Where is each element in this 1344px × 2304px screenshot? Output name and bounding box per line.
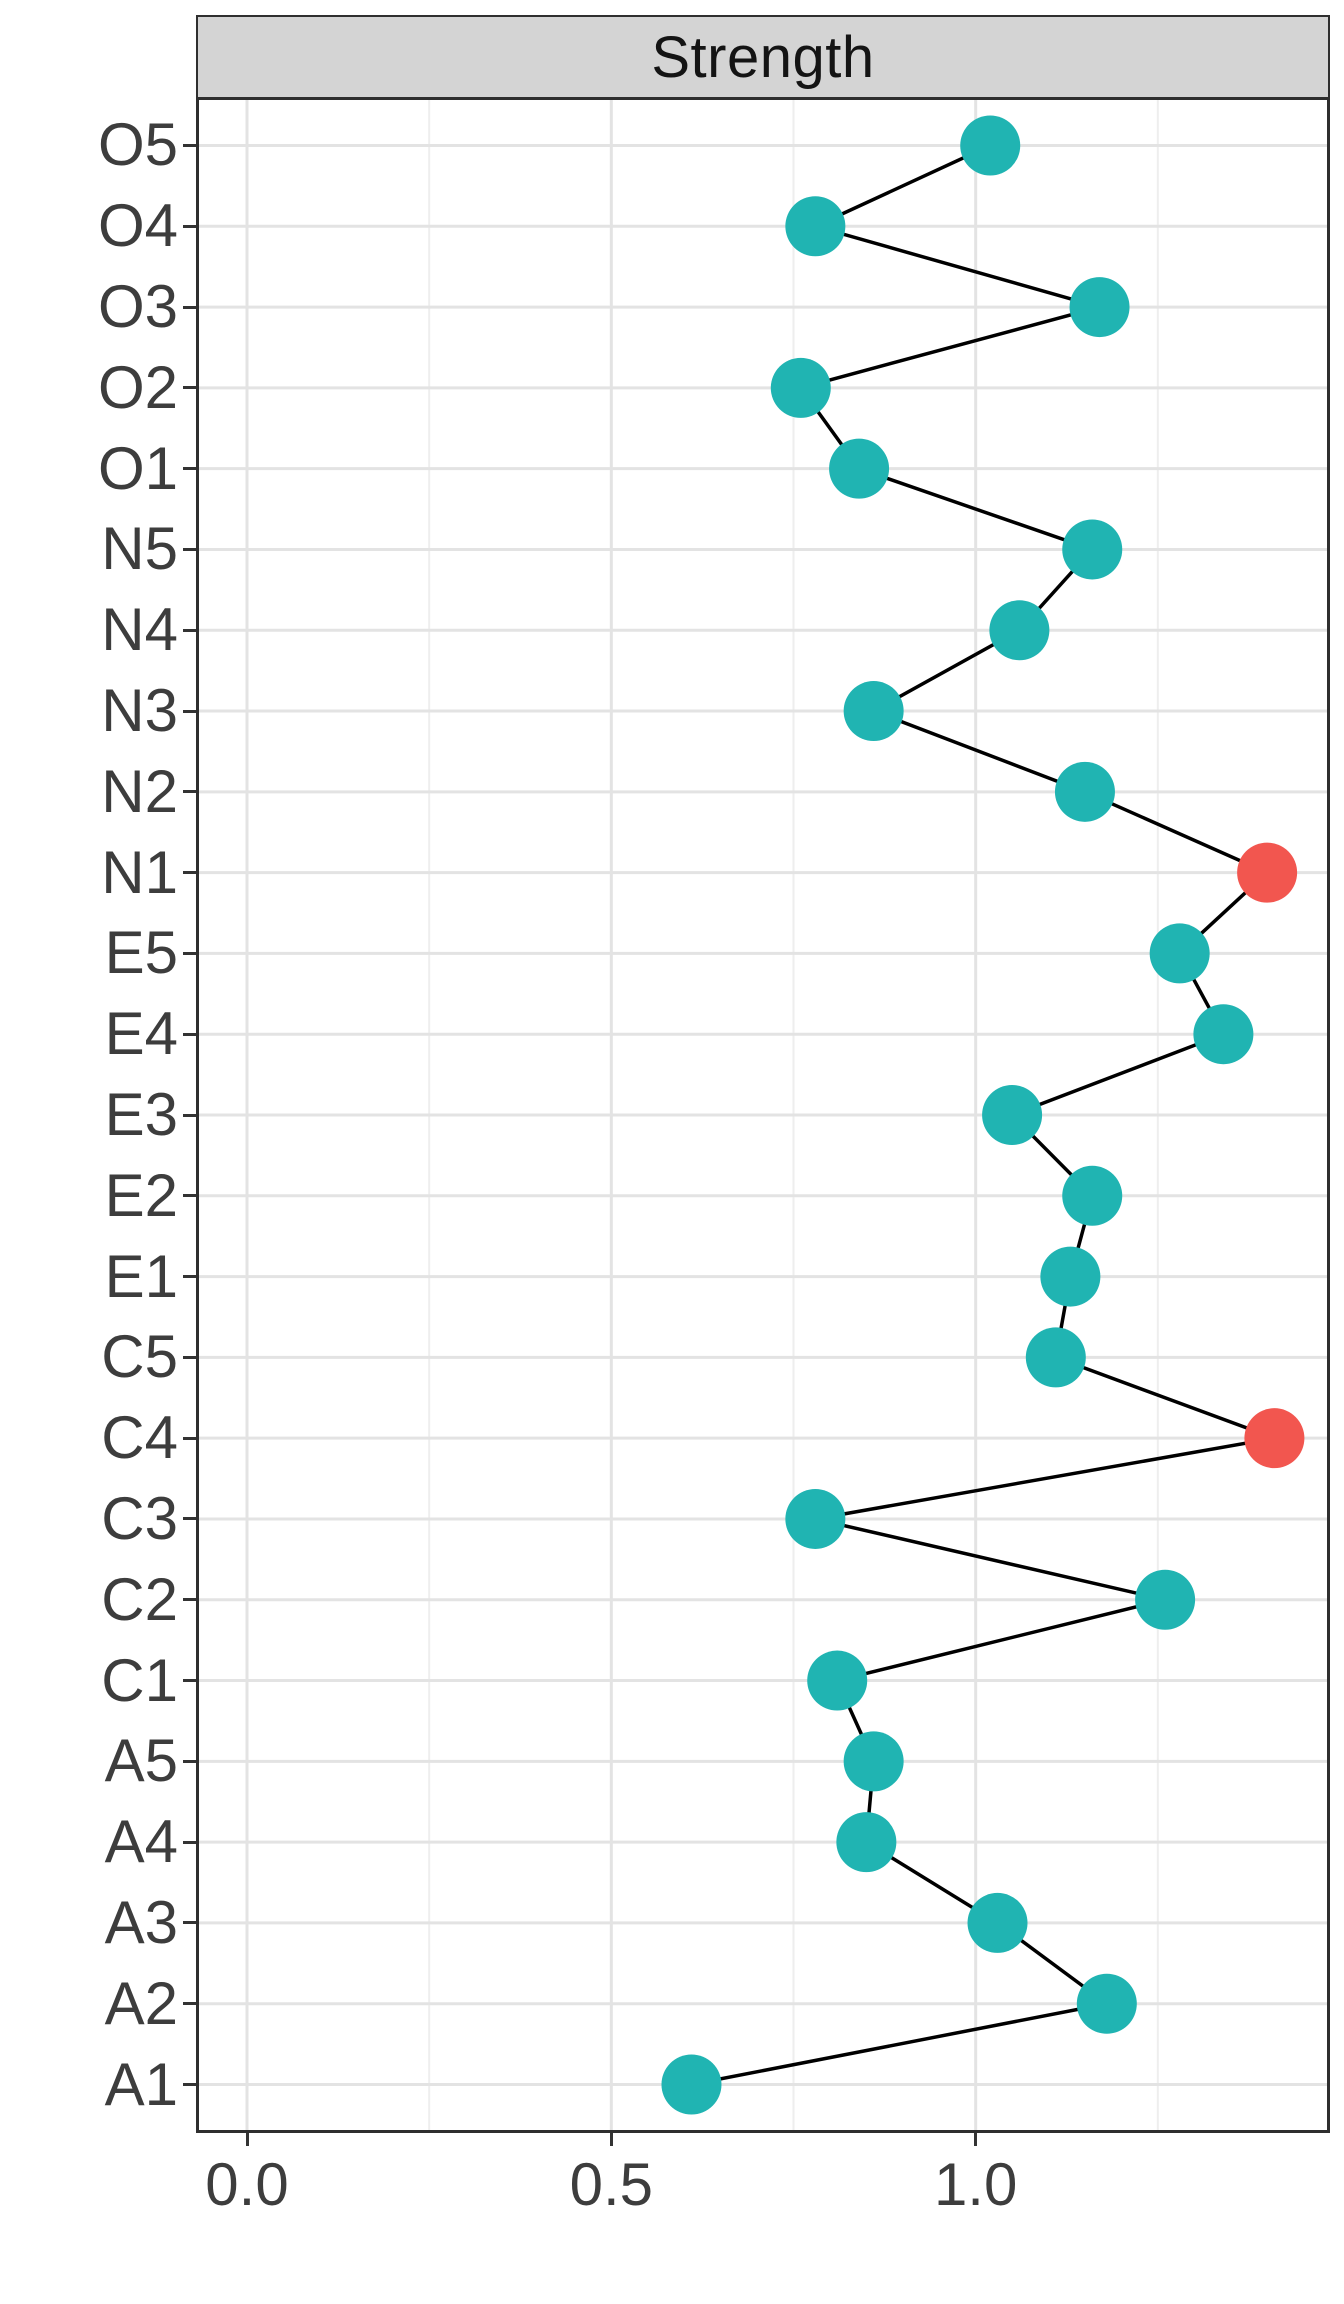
y-axis-tick-A3	[183, 1921, 196, 1925]
y-axis-label-N5: N5	[101, 515, 178, 583]
y-axis-label-O4: O4	[97, 192, 178, 260]
y-axis-label-O3: O3	[97, 273, 178, 341]
y-axis-tick-C1	[183, 1679, 196, 1683]
y-axis-tick-N1	[183, 871, 196, 875]
y-axis-tick-C3	[183, 1517, 196, 1521]
data-point-N1	[1237, 842, 1298, 903]
data-point-N3	[843, 681, 904, 742]
y-axis-tick-O5	[183, 143, 196, 147]
y-axis-label-N4: N4	[101, 596, 178, 664]
y-axis-label-N2: N2	[101, 757, 178, 825]
data-point-A4	[836, 1812, 897, 1873]
data-point-C3	[785, 1488, 846, 1549]
y-axis-tick-N2	[183, 790, 196, 794]
y-axis-tick-A2	[183, 2002, 196, 2006]
data-point-E5	[1149, 923, 1210, 984]
y-axis-tick-N4	[183, 628, 196, 632]
y-axis-label-A3: A3	[104, 1888, 178, 1956]
data-point-O3	[1069, 277, 1130, 338]
x-axis-tick-0.5	[609, 2133, 613, 2146]
y-axis-tick-O3	[183, 305, 196, 309]
y-axis-label-O5: O5	[97, 111, 178, 179]
data-point-N4	[989, 600, 1050, 661]
y-axis-tick-O1	[183, 467, 196, 471]
y-axis-label-C1: C1	[101, 1646, 178, 1714]
data-point-C2	[1135, 1569, 1196, 1630]
y-axis-label-O2: O2	[97, 353, 178, 421]
y-axis-tick-C4	[183, 1436, 196, 1440]
y-axis-tick-E4	[183, 1032, 196, 1036]
data-point-A5	[843, 1731, 904, 1792]
facet-strip-title: Strength	[651, 24, 875, 90]
y-axis-tick-N3	[183, 709, 196, 713]
y-axis-label-E4: E4	[104, 1000, 178, 1068]
y-axis-tick-A1	[183, 2083, 196, 2087]
y-axis-tick-A5	[183, 1759, 196, 1763]
data-point-E3	[982, 1085, 1043, 1145]
data-point-C5	[1025, 1327, 1086, 1388]
data-point-O4	[785, 196, 846, 257]
data-point-O2	[770, 357, 831, 418]
x-axis-tick-0.0	[245, 2133, 249, 2146]
y-axis-label-E2: E2	[104, 1161, 178, 1229]
data-point-A3	[967, 1892, 1028, 1953]
data-point-A2	[1076, 1973, 1137, 2034]
y-axis-tick-E2	[183, 1194, 196, 1198]
data-point-C4	[1244, 1408, 1305, 1469]
y-axis-tick-C5	[183, 1355, 196, 1359]
data-point-C1	[807, 1650, 868, 1711]
x-axis-tick-1.0	[974, 2133, 978, 2146]
y-axis-tick-E3	[183, 1113, 196, 1117]
data-point-O5	[960, 115, 1021, 176]
x-axis-label-0.5: 0.5	[569, 2151, 654, 2218]
y-axis-label-C5: C5	[101, 1323, 178, 1391]
y-axis-tick-E1	[183, 1275, 196, 1279]
data-point-E4	[1193, 1004, 1254, 1065]
facet-strip: Strength	[196, 15, 1330, 99]
panel-border	[196, 97, 1330, 2133]
y-axis-tick-A4	[183, 1840, 196, 1844]
y-axis-label-O1: O1	[97, 434, 178, 502]
data-point-E1	[1040, 1246, 1101, 1307]
y-axis-tick-E5	[183, 951, 196, 955]
y-axis-tick-O2	[183, 386, 196, 390]
y-axis-label-N1: N1	[101, 838, 178, 906]
plot-canvas	[196, 97, 1330, 2133]
y-axis-label-E1: E1	[104, 1242, 178, 1310]
y-axis-label-A4: A4	[104, 1808, 178, 1876]
data-point-E2	[1062, 1165, 1123, 1226]
data-point-O1	[829, 438, 890, 499]
y-axis-label-C2: C2	[101, 1565, 178, 1633]
y-axis-label-A5: A5	[104, 1727, 178, 1795]
y-axis-label-C4: C4	[101, 1404, 178, 1472]
y-axis-tick-O4	[183, 224, 196, 228]
y-axis-label-N3: N3	[101, 677, 178, 745]
data-point-A1	[661, 2054, 722, 2115]
x-axis-label-0.0: 0.0	[205, 2151, 289, 2218]
y-axis-tick-C2	[183, 1598, 196, 1602]
plot-panel	[196, 97, 1330, 2133]
x-axis-label-1.0: 1.0	[933, 2151, 1018, 2218]
y-axis-label-A1: A1	[104, 2050, 178, 2118]
y-axis-label-C3: C3	[101, 1484, 178, 1552]
y-axis-tick-N5	[183, 547, 196, 551]
y-axis-label-A2: A2	[104, 1969, 178, 2037]
y-axis-label-E3: E3	[104, 1081, 178, 1148]
data-point-N5	[1062, 519, 1123, 580]
y-axis-label-E5: E5	[104, 919, 178, 987]
data-point-N2	[1054, 761, 1115, 822]
